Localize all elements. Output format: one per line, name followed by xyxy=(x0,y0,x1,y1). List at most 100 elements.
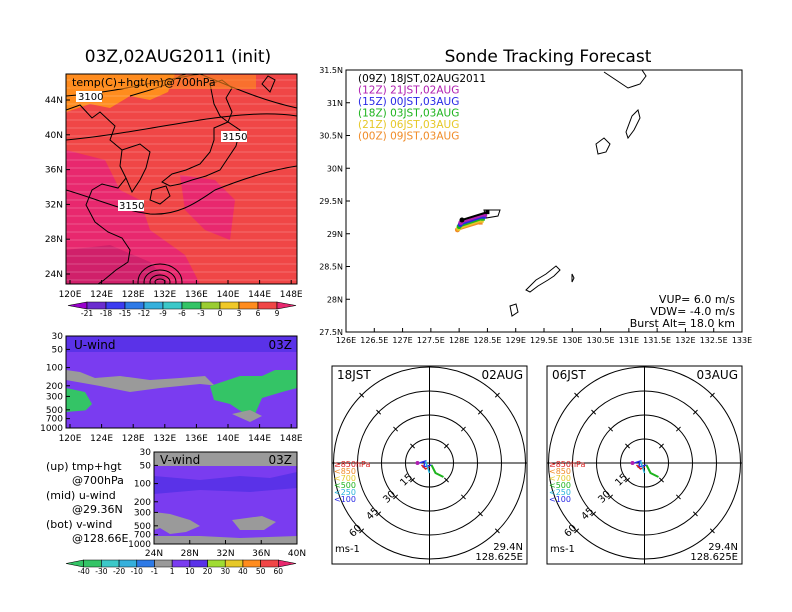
track-line xyxy=(458,217,484,228)
polar-tick xyxy=(692,511,698,517)
polar-tick xyxy=(574,392,580,398)
colorbar-swatch xyxy=(171,559,191,568)
polar-tick xyxy=(376,409,382,415)
polar-tick xyxy=(443,477,449,483)
colorbar-label: 3 xyxy=(237,309,242,318)
left-title: 03Z,02AUG2011 (init) xyxy=(85,47,271,67)
polar-tick xyxy=(608,494,614,500)
note-line: (bot) v-wind xyxy=(46,518,112,531)
u-wind-time: 03Z xyxy=(269,338,293,352)
colorbar-swatch xyxy=(124,301,145,310)
tick-label: 126E xyxy=(336,336,356,345)
tick-label: 1000 xyxy=(40,424,63,434)
tick-label: 500 xyxy=(46,406,63,416)
colorbar-label: -9 xyxy=(159,309,167,318)
tick-label: 50 xyxy=(52,345,64,355)
tick-label: 136E xyxy=(185,290,208,300)
tick-label: 40N xyxy=(45,131,63,141)
polar-time: 06JST xyxy=(552,368,586,382)
tick-label: 124E xyxy=(90,434,113,444)
track-line xyxy=(459,215,485,226)
hodograph xyxy=(630,459,659,478)
temperature-colorbar: -21 -18 -15 -12 -9 -6 -3 0 3 6 9 xyxy=(67,301,297,318)
colorbar-label: 1 xyxy=(170,567,175,576)
polar-tick xyxy=(460,494,466,500)
tick-label: 148E xyxy=(280,290,303,300)
polar-tick xyxy=(443,443,449,449)
tick-label: 132E xyxy=(675,336,695,345)
colorbar-swatch xyxy=(260,559,279,568)
tick-label: 133E xyxy=(732,336,752,345)
tick-label: 32N xyxy=(45,200,63,210)
tick-label: 27.5N xyxy=(319,328,343,337)
tick-label: 36N xyxy=(45,166,63,176)
colorbar-swatch xyxy=(86,301,107,310)
polar-tick xyxy=(709,392,715,398)
colorbar-swatch xyxy=(276,301,297,310)
polar-tick xyxy=(477,511,483,517)
colorbar-swatch xyxy=(162,301,183,310)
hodograph-line xyxy=(645,464,659,478)
track-legend: (09Z) 18JST,02AUG2011(12Z) 21JST,02AUG(1… xyxy=(358,73,486,143)
tick-label: 44N xyxy=(45,96,63,106)
colorbar-label: -12 xyxy=(138,309,150,318)
polar-tick xyxy=(675,494,681,500)
pressure-legend-entry: ≥850hPa xyxy=(334,460,371,469)
v-wind-label: V-wind xyxy=(160,453,200,467)
param-burst: Burst Alt= 18.0 km xyxy=(630,317,735,330)
polar-tick xyxy=(376,511,382,517)
colorbar-swatch xyxy=(189,559,208,568)
tick-label: 100 xyxy=(46,364,63,374)
tick-label: 29.5N xyxy=(319,197,343,206)
polar-rings xyxy=(547,366,742,564)
pressure-legend-entry: ≥850hPa xyxy=(549,460,586,469)
colorbar-swatch xyxy=(67,301,88,310)
colorbar-label: -3 xyxy=(197,309,205,318)
polar-tick xyxy=(591,511,597,517)
tick-label: 144E xyxy=(248,290,271,300)
polar-tick xyxy=(359,528,365,534)
legend-entry: (18Z) 03JST,03AUG xyxy=(358,108,459,120)
tick-label: 30 xyxy=(52,332,64,342)
u-wind-label: U-wind xyxy=(74,338,115,352)
colorbar-swatch xyxy=(181,301,202,310)
polar-tick xyxy=(410,477,416,483)
legend-entry: (15Z) 00JST,03AUG xyxy=(358,96,459,108)
colorbar-swatch xyxy=(238,301,259,310)
tick-label: 130E xyxy=(562,336,582,345)
contour-label: 3150 xyxy=(119,201,144,212)
map-lat-ticks: 44N 40N 36N 32N 28N 24N xyxy=(45,96,70,280)
polar-tick xyxy=(591,409,597,415)
track-lon-ticks: 126E 126.5E 127E 127.5E 128E 128.5E 129E 129.5E… xyxy=(336,328,752,345)
tick-label: 24N xyxy=(45,270,63,280)
tick-label: 132E xyxy=(153,290,176,300)
tick-label: 700 xyxy=(46,415,63,425)
pressure-legend-entry: <700 xyxy=(549,474,571,483)
tick-label: 131.5E xyxy=(643,336,671,345)
colorbar-swatch xyxy=(219,301,240,310)
tick-label: 144E xyxy=(248,434,271,444)
tick-label: 148E xyxy=(280,434,303,444)
tick-label: 127.5E xyxy=(417,336,445,345)
legend-entry: (21Z) 06JST,03AUG xyxy=(358,119,459,131)
colorbar-label: -21 xyxy=(81,309,93,318)
tick-label: 200 xyxy=(134,498,151,508)
colorbar-swatch xyxy=(118,559,138,568)
colorbar-label: 0 xyxy=(218,309,223,318)
colorbar-swatch xyxy=(278,559,297,568)
track-series xyxy=(454,210,490,233)
hodograph-line xyxy=(430,464,444,478)
v-wind-time: 03Z xyxy=(269,453,293,467)
polar-tick xyxy=(410,443,416,449)
polar-tick xyxy=(494,392,500,398)
tick-label: 132E xyxy=(153,434,176,444)
tick-label: 30.5N xyxy=(319,132,343,141)
polar-lon: 128.625E xyxy=(690,552,738,563)
polar-rings xyxy=(332,366,527,564)
map-label: temp(C)+hgt(m)@700hPa xyxy=(72,76,216,89)
pressure-legend-entry: <250 xyxy=(334,488,356,497)
tick-label: 24N xyxy=(145,549,163,559)
pressure-legend-entry: <100 xyxy=(549,495,571,504)
hodograph xyxy=(415,459,444,478)
